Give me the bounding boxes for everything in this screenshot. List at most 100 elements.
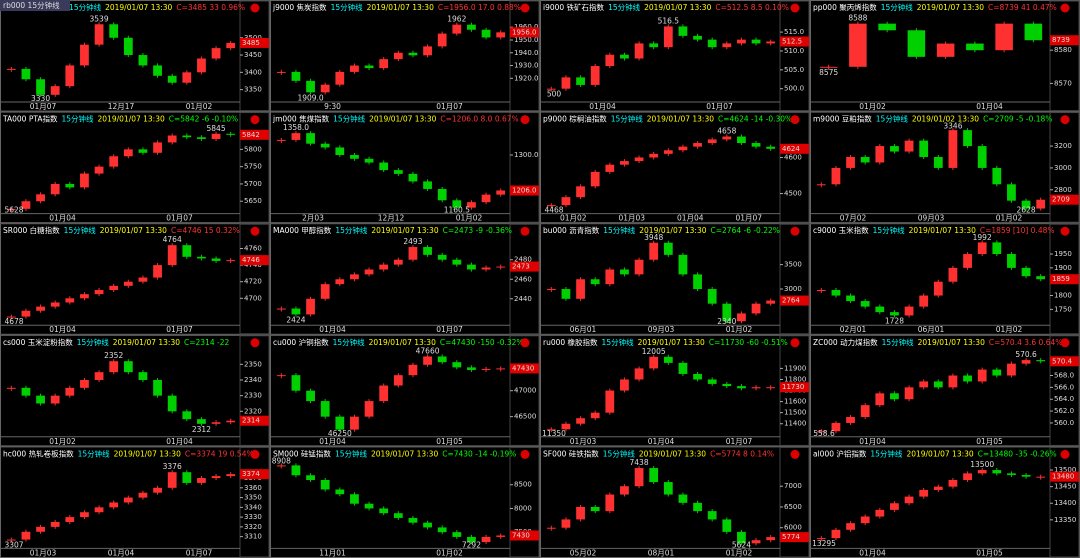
y-tick-label: 8000 — [514, 504, 532, 512]
candle — [94, 24, 104, 45]
candle — [182, 411, 192, 420]
candle — [276, 465, 286, 467]
y-tick-label: 2340 — [244, 376, 262, 384]
symbol-name: cs000 玉米淀粉指数 — [3, 337, 73, 347]
price-label: 7430 — [512, 531, 530, 539]
price-axis — [779, 112, 810, 223]
candle — [620, 161, 629, 165]
candle — [977, 146, 987, 168]
panel-menu-button — [520, 115, 530, 125]
candle — [831, 529, 841, 539]
panel-header: ru000 橡胶指数 15分钟线 2019/01/07 13:30 C=11730 -… — [543, 337, 788, 347]
y-tick-label: 1920.0 — [514, 74, 539, 82]
candle — [50, 521, 60, 527]
low-label: 1909.0 — [297, 93, 323, 102]
x-tick-label: 01月02 — [996, 214, 1023, 223]
y-tick-label: 1930.0 — [514, 62, 539, 70]
frequency: 15分钟线 — [333, 337, 366, 347]
candle — [393, 170, 403, 174]
panel — [0, 223, 270, 335]
candle — [678, 254, 688, 275]
candle — [992, 369, 1002, 376]
panel-header: cs000 玉米淀粉指数 15分钟线 2019/01/07 13:30 C=2314 … — [3, 337, 229, 347]
y-tick-label: 11400 — [784, 420, 806, 428]
panel-menu-button — [1060, 449, 1070, 459]
high-label: 3948 — [644, 233, 663, 242]
price-label: 512.5 — [782, 38, 802, 46]
candle — [153, 65, 162, 76]
candle — [1036, 276, 1046, 280]
y-tick-label: 1900 — [1054, 264, 1072, 272]
panel — [810, 111, 1080, 224]
candle — [123, 281, 133, 286]
candle — [182, 72, 192, 83]
x-tick-label: 12月12 — [378, 214, 405, 223]
candle — [211, 258, 221, 261]
panel-header: SR000 白糖指数 15分钟线 2019/01/07 13:30 C=4746 15… — [3, 225, 240, 235]
candle — [291, 133, 301, 140]
candle — [379, 162, 389, 171]
quote: C=7430 -14 -0.19% — [442, 449, 516, 458]
candle — [707, 39, 717, 48]
y-tick-label: 3500 — [784, 261, 802, 269]
candle — [590, 279, 600, 285]
price-label: 47430 — [512, 364, 534, 372]
candle — [634, 368, 644, 380]
candle — [481, 29, 491, 38]
y-tick-label: 560.0 — [1054, 419, 1074, 427]
price-axis — [779, 0, 810, 112]
low-label: 3330 — [31, 94, 50, 103]
candle — [123, 37, 133, 56]
candle — [977, 470, 987, 474]
candle — [919, 381, 929, 388]
candle — [306, 390, 315, 402]
candle — [693, 35, 702, 40]
candle — [766, 387, 776, 389]
candle — [364, 269, 374, 275]
price-axis — [509, 0, 540, 112]
price-box — [1050, 274, 1079, 285]
candle — [226, 260, 236, 262]
low-label: 1160.5 — [444, 206, 470, 215]
symbol-name: ZC000 动力煤指数 — [813, 337, 878, 347]
candle — [875, 393, 885, 406]
candle — [546, 88, 556, 90]
panel — [540, 446, 810, 558]
candle — [226, 420, 236, 423]
x-tick-label: 01月03 — [570, 437, 597, 446]
x-tick-label: 06月01 — [918, 325, 945, 334]
candle — [6, 539, 16, 541]
candle — [393, 375, 403, 386]
date: 2019/01/07 13:30 — [105, 3, 172, 12]
candle — [123, 497, 133, 503]
candle — [437, 254, 447, 260]
symbol-name: p9000 棕榈油指数 — [543, 114, 607, 124]
y-tick-label: 8500 — [514, 481, 532, 489]
candle — [649, 468, 659, 483]
x-tick-label: 01月02 — [456, 214, 483, 223]
price-box — [240, 415, 269, 426]
candle — [995, 23, 1013, 51]
candle — [452, 200, 462, 208]
candle — [153, 142, 162, 153]
candle — [452, 24, 462, 34]
candle — [80, 44, 89, 66]
quote: C=1859 [10] 0.48% — [980, 226, 1055, 235]
low-label: 4468 — [544, 206, 563, 215]
candle — [634, 259, 644, 275]
candle — [138, 277, 148, 282]
low-label: 1728 — [885, 316, 904, 325]
price-axis — [239, 0, 270, 112]
y-tick-label: 568.0 — [1054, 372, 1074, 380]
panel — [0, 111, 270, 224]
high-label: 570.6 — [1015, 350, 1037, 359]
x-tick-label: 01月03 — [30, 548, 57, 557]
candle — [94, 290, 104, 295]
y-tick-label: 3320 — [244, 523, 262, 531]
candle — [408, 52, 418, 56]
candle — [306, 475, 315, 480]
candle — [751, 39, 761, 44]
candle — [1021, 200, 1031, 209]
candle — [693, 373, 702, 380]
